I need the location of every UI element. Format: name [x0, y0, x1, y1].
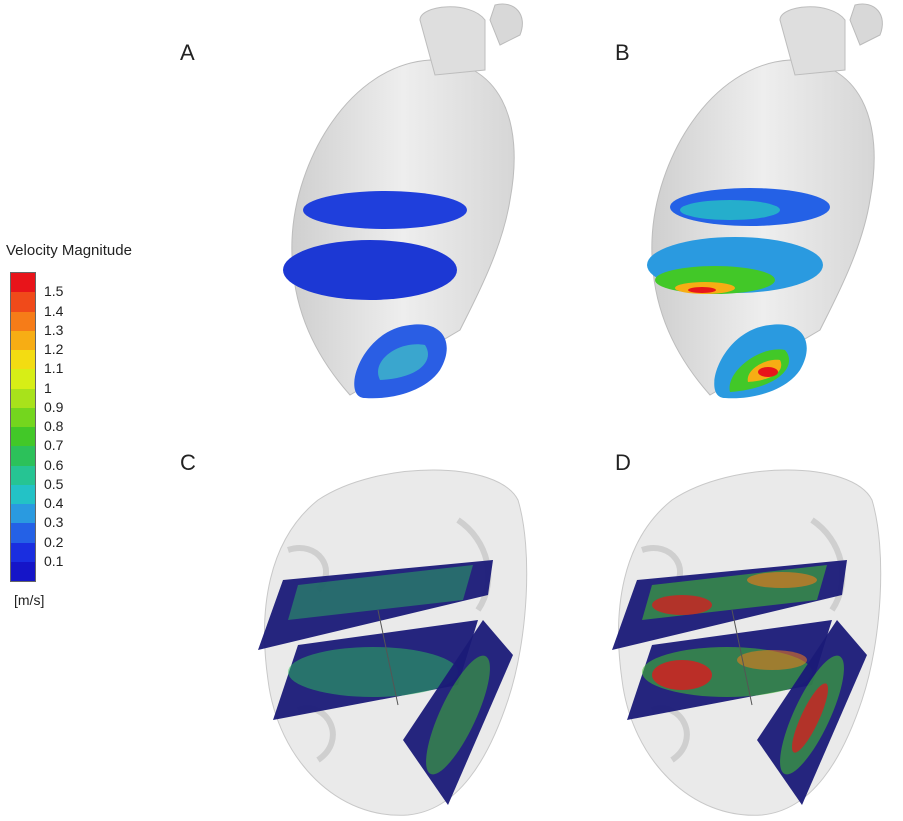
slice-1 — [303, 191, 467, 229]
legend-tick-label: 0.4 — [44, 495, 64, 511]
legend-tick-label: 1.2 — [44, 341, 64, 357]
panel-d-figure — [612, 469, 882, 816]
legend-color-segment — [11, 465, 35, 485]
legend-tick-label: 1.5 — [44, 283, 64, 300]
vessel-body — [651, 59, 875, 396]
vessel-branch-top — [489, 3, 523, 46]
legend-color-segment — [11, 350, 35, 370]
legend-color-segment — [11, 446, 35, 466]
legend-color-segment — [11, 388, 35, 408]
panel-a-figure — [283, 3, 523, 399]
legend-tick-label: 0.8 — [44, 418, 64, 434]
legend-color-segment — [11, 369, 35, 389]
legend-color-segment — [11, 523, 35, 543]
panel-c-figure — [258, 469, 528, 816]
color-scale-bar — [10, 272, 36, 582]
legend-tick-label: 0.2 — [44, 533, 64, 550]
legend-color-segment — [11, 311, 35, 331]
panel-label-c: C — [180, 450, 196, 475]
legend-color-segment — [11, 561, 35, 581]
legend-color-segment — [11, 407, 35, 427]
legend-color-segment — [11, 427, 35, 447]
legend-tick-label: 0.9 — [44, 398, 64, 415]
legend-unit: [m/s] — [14, 592, 45, 608]
legend-tick-label: 0.5 — [44, 475, 64, 492]
vessel-branch-top — [849, 3, 883, 46]
legend-color-segment — [11, 330, 35, 350]
vessel-branch — [419, 6, 486, 76]
legend-color-segment — [11, 484, 35, 504]
plane-1 — [258, 560, 493, 650]
slice-2 — [283, 240, 457, 300]
legend-color-segment — [11, 504, 35, 524]
slice-3-core — [378, 344, 428, 380]
panel-label-a: A — [180, 40, 195, 65]
legend-color-segment — [11, 292, 35, 312]
panel-b-figure — [647, 3, 883, 399]
legend-tick-label: 1 — [44, 379, 52, 396]
legend-tick-label: 1.3 — [44, 321, 64, 338]
panel-label-b: B — [615, 40, 630, 65]
legend-title: Velocity Magnitude — [6, 242, 132, 259]
legend-tick-label: 0.7 — [44, 437, 64, 454]
legend-tick-label: 0.6 — [44, 456, 64, 473]
legend-tick-label: 1.1 — [44, 360, 64, 377]
panel-label-d: D — [615, 450, 631, 475]
legend-color-segment — [11, 542, 35, 562]
legend-color-segment — [11, 273, 35, 293]
legend-tick-label: 0.3 — [44, 514, 64, 531]
vessel-branch — [779, 6, 846, 76]
legend-tick-label: 0.1 — [44, 552, 64, 569]
legend-tick-label: 1.4 — [44, 302, 64, 319]
